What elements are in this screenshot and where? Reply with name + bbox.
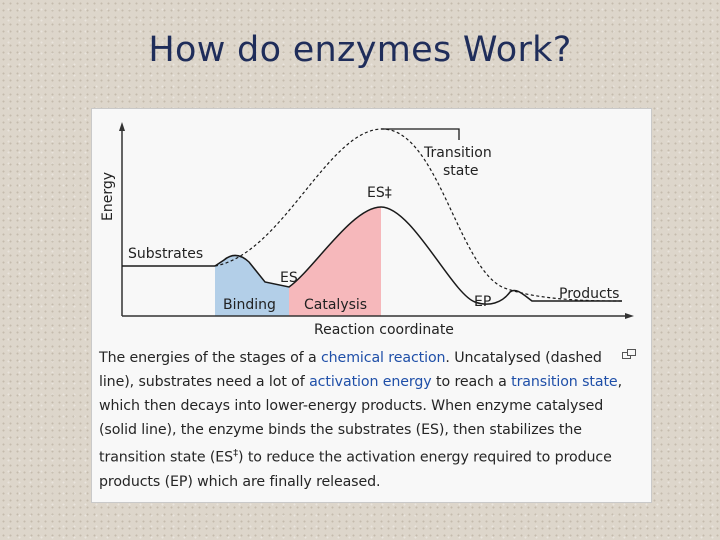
caption-text-4: , which then decays into lower-energy pr…	[99, 374, 622, 466]
enlarge-icon[interactable]	[622, 349, 636, 359]
caption-text-5: ) to reduce the activation energy requir…	[99, 449, 612, 490]
activation-energy-link[interactable]: activation energy	[309, 374, 432, 390]
caption-text-2: . Uncatalysed (dashed line), substrates …	[99, 350, 602, 390]
transition-state-label-1: Transition	[423, 145, 492, 161]
transition-state-link[interactable]: transition state	[511, 374, 618, 390]
products-label: Products	[559, 286, 619, 302]
es-label: ES	[280, 270, 298, 286]
uncatalysed-curve	[214, 128, 623, 302]
substrates-label: Substrates	[128, 246, 203, 262]
catalysis-label: Catalysis	[304, 297, 367, 313]
chemical-reaction-link[interactable]: chemical reaction	[320, 350, 446, 366]
catalysis-region	[289, 207, 381, 316]
transition-state-bracket	[381, 128, 460, 140]
reaction-coordinate-label: Reaction coordinate	[314, 322, 454, 338]
caption-dagger: ‡	[233, 448, 238, 459]
catalysed-curve	[214, 206, 622, 305]
figure-box: Energy Reaction coordinate Substrates Tr…	[91, 108, 652, 503]
slide-title: How do enzymes Work?	[148, 30, 572, 70]
caption-text-1: The energies of the stages of a	[99, 350, 321, 366]
energy-diagram: Energy Reaction coordinate Substrates Tr…	[100, 122, 634, 338]
ep-label: EP	[474, 294, 491, 310]
y-axis-arrow	[119, 122, 125, 131]
figure-caption: The energies of the stages of a chemical…	[99, 346, 639, 494]
caption-text-3: to reach a	[431, 374, 512, 390]
binding-label: Binding	[223, 297, 276, 313]
x-axis-arrow	[625, 313, 634, 319]
es-dagger-label: ES‡	[367, 185, 392, 201]
transition-state-label-2: state	[443, 163, 478, 179]
energy-axis-label: Energy	[100, 172, 116, 221]
binding-region	[215, 255, 289, 316]
